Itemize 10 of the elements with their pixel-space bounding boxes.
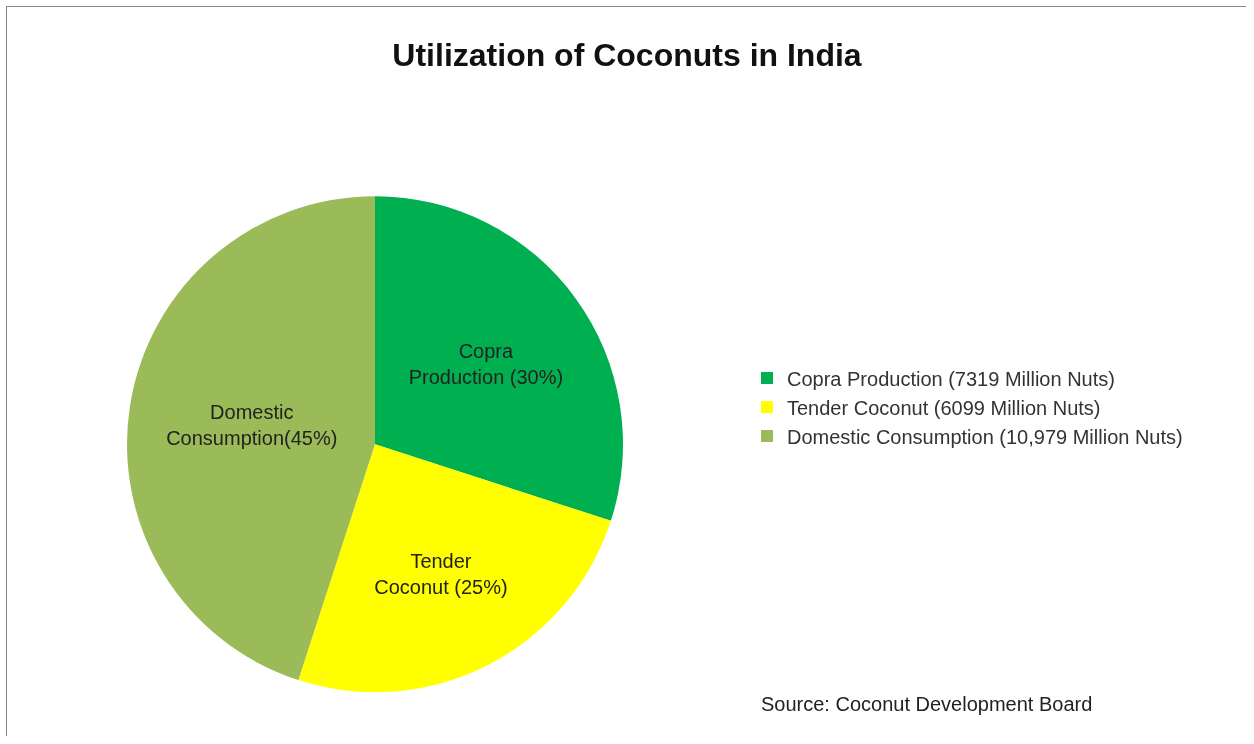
- data-label: Copra Production (30%): [408, 339, 564, 388]
- data-label: Domestic Consumption(45%): [166, 400, 338, 449]
- pie-slice: [127, 196, 375, 681]
- source-note: Source: Coconut Development Board: [761, 693, 1093, 715]
- pie-slice: [375, 196, 623, 521]
- legend-label: Domestic Consumption (10,979 Million Nuts): [787, 425, 1183, 448]
- chart-title: Utilization of Coconuts in India: [392, 36, 862, 73]
- data-label: Tender Coconut (25%): [374, 549, 508, 598]
- legend-label: Copra Production (7319 Million Nuts): [787, 367, 1115, 390]
- legend-label: Tender Coconut (6099 Million Nuts): [787, 396, 1101, 419]
